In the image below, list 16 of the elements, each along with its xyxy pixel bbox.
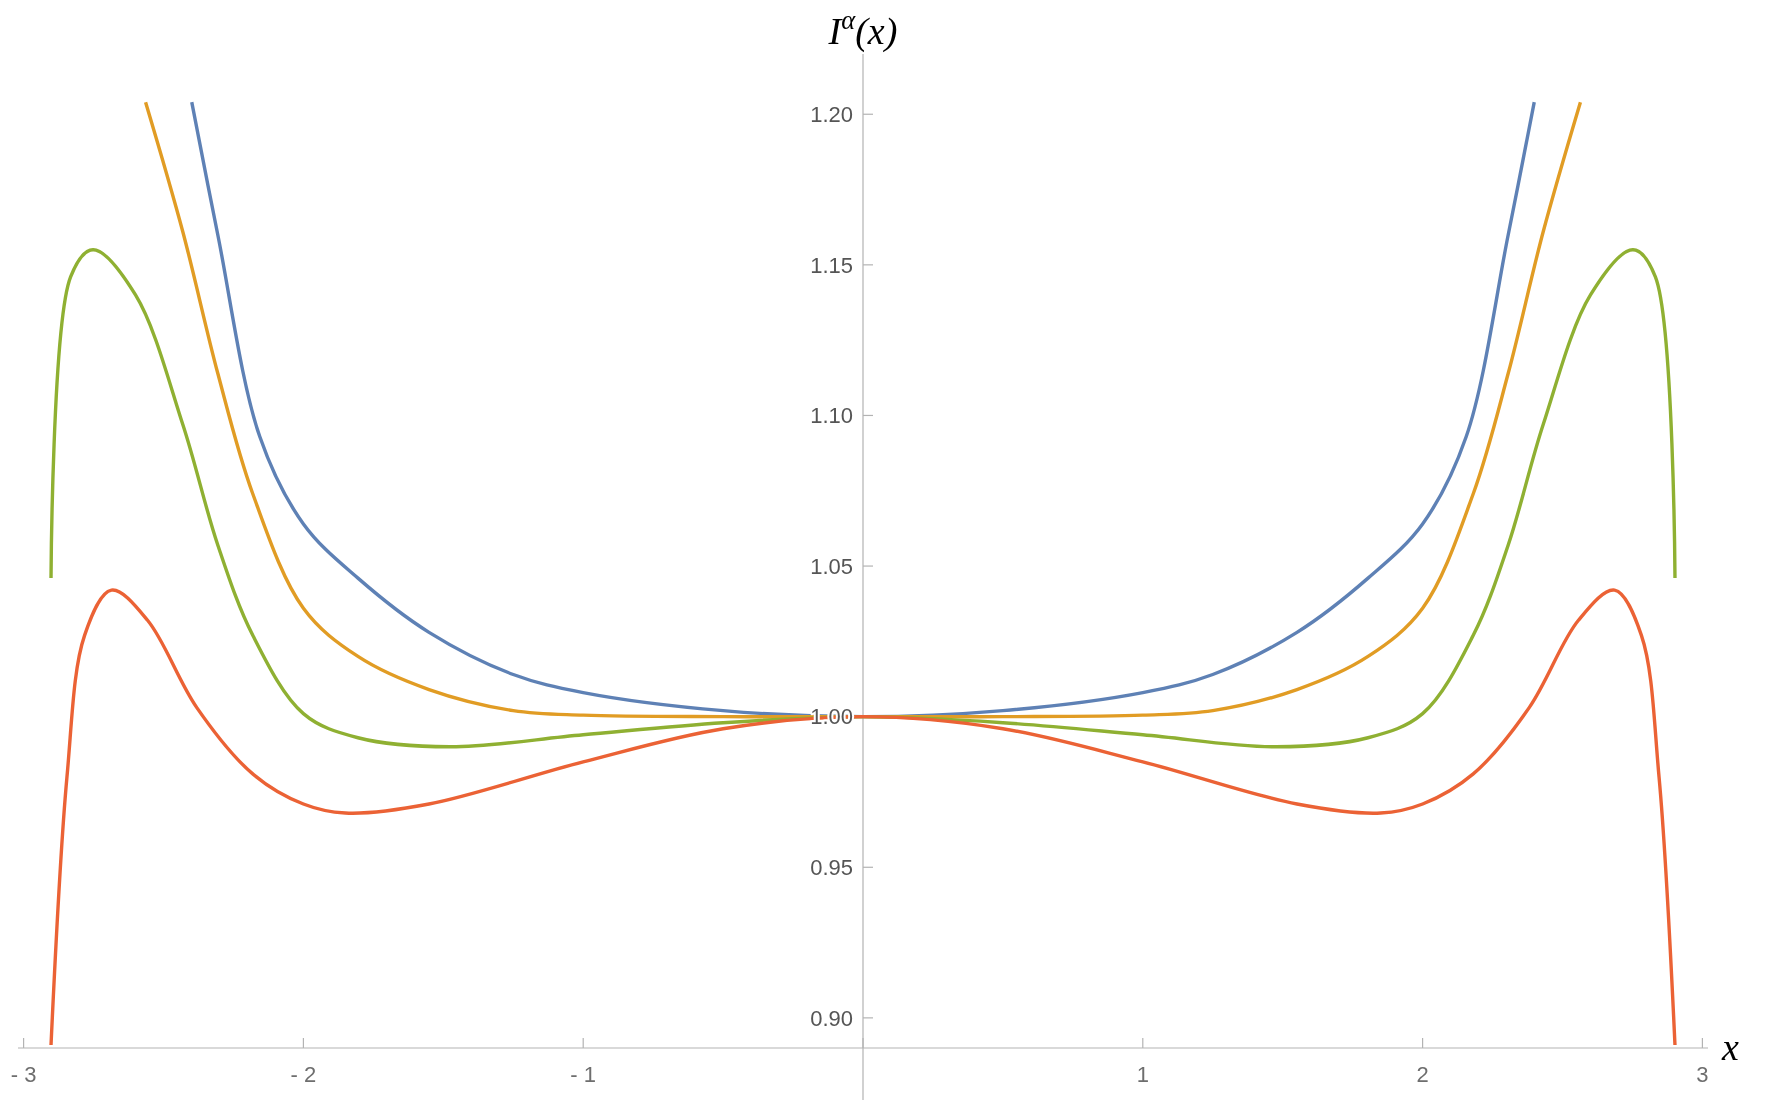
- x-tick-label: 1: [1136, 1062, 1149, 1087]
- y-tick-label: 0.90: [810, 1005, 853, 1031]
- y-axis-title: I$^{α}$(x): [827, 5, 898, 53]
- x-tick-label: - 1: [570, 1062, 597, 1087]
- y-tick-label: 0.95: [810, 854, 853, 880]
- x-tick-label: - 2: [290, 1062, 317, 1087]
- x-tick-label: - 3: [10, 1062, 37, 1087]
- y-tick-label: 1.15: [810, 252, 853, 278]
- x-tick-label: 2: [1416, 1062, 1429, 1087]
- x-axis-title: x: [1721, 1026, 1739, 1068]
- y-tick-label: 1.10: [810, 403, 853, 429]
- x-tick-label: 3: [1696, 1062, 1709, 1087]
- y-tick-label: 1.20: [810, 101, 853, 127]
- line-series: [49, 248, 1677, 749]
- y-tick-label: 1.05: [810, 553, 853, 579]
- line-series: [49, 588, 1677, 1047]
